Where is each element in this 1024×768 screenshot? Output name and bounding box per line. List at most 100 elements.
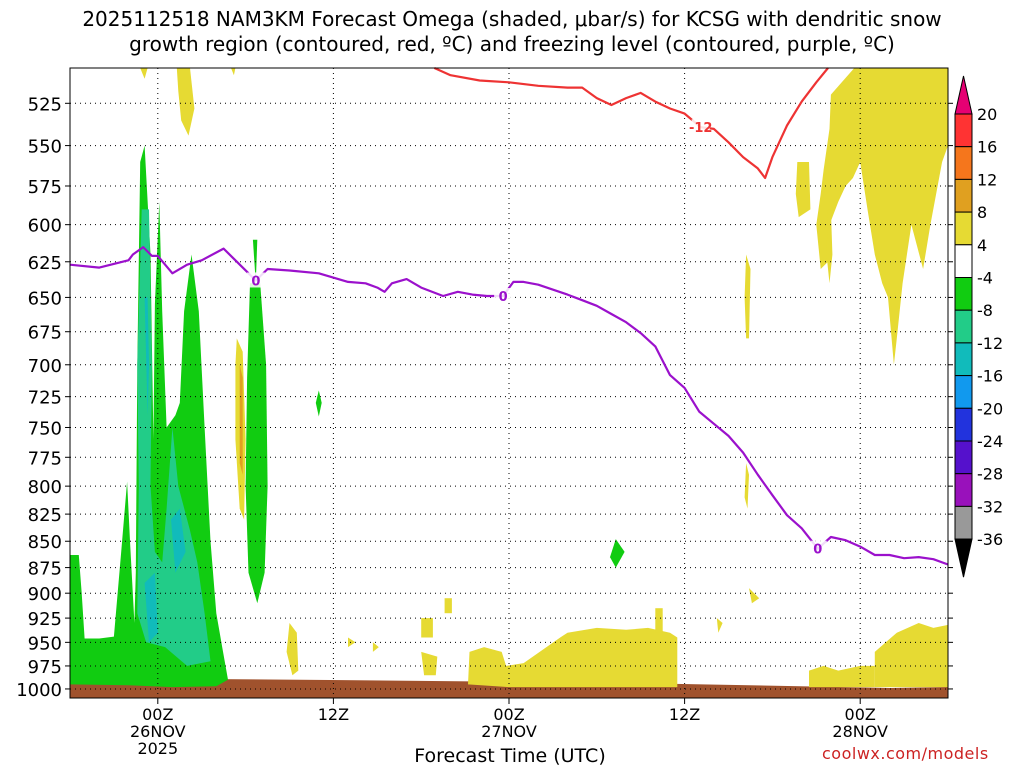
omega-region-14 [286,623,299,676]
freezing-level-contour-label-1: 0 [499,290,508,305]
omega-region-15 [348,637,356,648]
x-tick-label-6-1: 00Z [142,705,173,724]
omega-region-7 [144,297,149,416]
colorbar-bin-7 [954,309,973,344]
colorbar-label-12: -32 [977,497,1003,516]
omega-region-16 [372,642,379,652]
omega-region-6 [137,209,211,666]
y-tick-label-600: 600 [28,216,62,237]
omega-region-19 [421,651,438,676]
freezing-level-contour-label-0: 0 [251,274,260,289]
dgz-minus12-contour-label-bg-0 [691,119,710,135]
freezing-level-contour-label-bg-0 [246,272,265,288]
dgz-minus12-contour [433,66,829,180]
colorbar-bin-11 [954,440,973,475]
freezing-level-contour-label-bg-2 [808,540,827,556]
x-tick-label-54-2: 28NOV [832,722,888,741]
colorbar-bottom-arrow [954,538,973,578]
x-tick-label-30-1: 00Z [493,705,524,724]
colorbar-label-10: -24 [977,432,1003,451]
omega-region-30 [826,209,833,284]
colorbar-label-4: 4 [977,236,987,255]
y-tick-label-850: 850 [28,532,62,553]
colorbar-label-7: -12 [977,334,1003,353]
colorbar-label-6: -8 [977,301,993,320]
colorbar-bin-8 [954,342,973,377]
omega-region-21 [655,608,663,633]
colorbar-bin-5 [954,244,973,279]
omega-region-26 [809,665,875,688]
x-tick-label-6-3: 2025 [137,739,178,758]
omega-region-27 [874,623,948,688]
x-tick-label-30-2: 27NOV [481,722,537,741]
omega-region-29 [795,162,811,218]
y-tick-label-875: 875 [28,559,62,580]
colorbar-label-11: -28 [977,465,1003,484]
omega-region-13 [239,364,243,475]
y-tick-label-525: 525 [28,94,62,115]
omega-region-8 [171,508,186,573]
colorbar-label-8: -16 [977,367,1003,386]
freezing-level-contour [69,246,949,566]
omega-region-22 [716,618,723,633]
colorbar-label-9: -20 [977,399,1003,418]
omega-region-23 [749,588,760,604]
y-tick-label-1000: 1000 [16,680,62,701]
dgz-minus12-contour-label-0: -12 [689,121,713,136]
omega-region-24 [744,254,751,339]
omega-region-20 [468,627,678,688]
y-tick-label-925: 925 [28,609,62,630]
colorbar-label-5: -4 [977,269,993,288]
omega-region-17 [421,618,433,638]
y-tick-label-700: 700 [28,356,62,377]
y-tick-label-800: 800 [28,477,62,498]
y-tick-label-950: 950 [28,633,62,654]
omega-region-18 [444,598,452,614]
colorbar-bin-13 [954,505,973,540]
omega-region-2 [231,68,236,76]
y-tick-label-675: 675 [28,323,62,344]
y-tick-label-550: 550 [28,137,62,158]
colorbar-bin-9 [954,375,973,409]
y-tick-label-575: 575 [28,177,62,198]
omega-region-25 [744,463,749,509]
y-tick-label-975: 975 [28,657,62,678]
chart-title-line-1: 2025112518 NAM3KM Forecast Omega (shaded… [82,7,942,31]
freezing-level-contour-label-2: 0 [813,543,822,558]
chart-title-line-2: growth region (contoured, red, ºC) and f… [129,32,895,56]
x-tick-label-18-1: 12Z [318,705,349,724]
x-tick-label-42-1: 12Z [669,705,700,724]
x-tick-label-54-1: 00Z [845,705,876,724]
colorbar-label-2: 12 [977,170,997,189]
y-tick-label-750: 750 [28,418,62,439]
y-tick-label-900: 900 [28,584,62,605]
colorbar-bin-4 [954,211,973,246]
colorbar-label-13: -36 [977,530,1003,549]
colorbar-top-arrow [954,75,973,115]
colorbar-label-3: 8 [977,203,987,222]
freezing-level-contour-label-bg-1 [494,288,513,304]
colorbar-bin-1 [954,113,973,148]
y-tick-label-650: 650 [28,288,62,309]
y-tick-label-625: 625 [28,253,62,274]
omega-region-9 [144,572,158,643]
colorbar-bin-10 [954,407,973,442]
colorbar-label-1: 16 [977,138,997,157]
y-tick-label-825: 825 [28,505,62,526]
x-axis-title: Forecast Time (UTC) [414,745,606,767]
omega-region-11 [610,539,625,568]
colorbar-bin-2 [954,146,973,180]
omega-region-28 [816,68,948,365]
x-tick-label-6-2: 26NOV [130,722,186,741]
credit-link[interactable]: coolwx.com/models [822,744,989,763]
colorbar-bin-3 [954,178,973,213]
y-tick-label-775: 775 [28,448,62,469]
y-tick-label-725: 725 [28,388,62,409]
colorbar-bin-12 [954,473,973,507]
omega-region-1 [140,68,148,79]
colorbar-bin-6 [954,277,973,311]
omega-region-10 [315,390,322,417]
colorbar-label-0: 20 [977,105,997,124]
omega-region-0 [176,68,195,136]
